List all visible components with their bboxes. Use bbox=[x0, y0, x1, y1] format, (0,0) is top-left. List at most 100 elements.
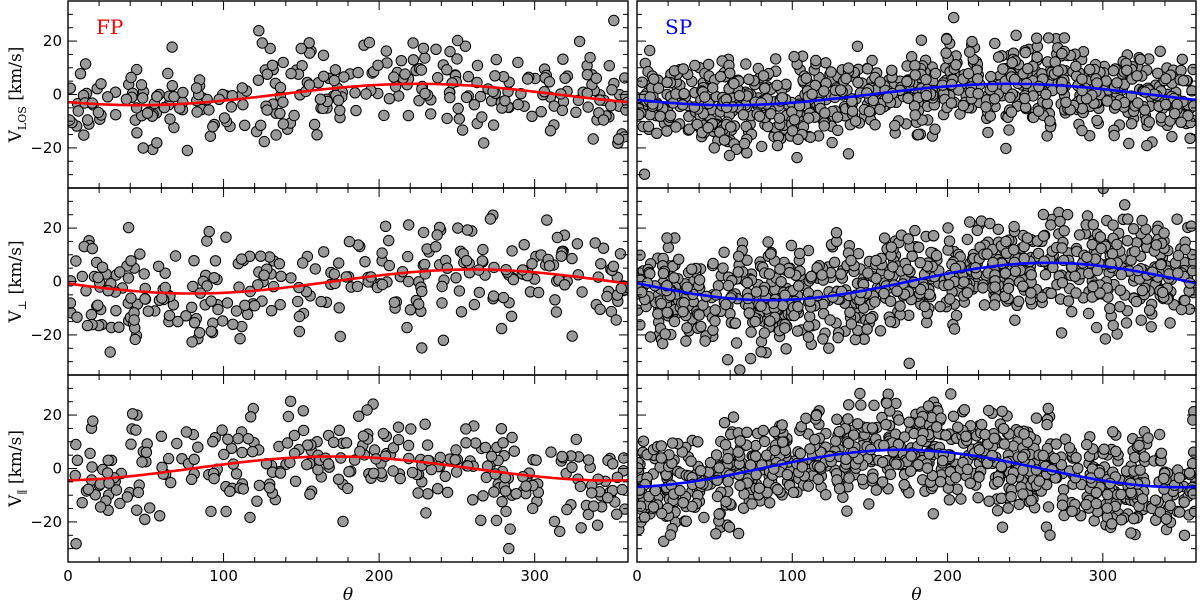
data-point bbox=[1025, 269, 1038, 281]
data-point bbox=[239, 119, 251, 132]
data-point bbox=[403, 219, 415, 231]
data-point bbox=[248, 300, 261, 312]
data-point bbox=[137, 142, 149, 154]
data-point bbox=[637, 286, 648, 298]
data-point bbox=[102, 454, 114, 466]
data-point bbox=[78, 129, 90, 141]
data-point bbox=[603, 59, 615, 72]
data-point bbox=[1175, 116, 1187, 129]
data-point bbox=[732, 250, 745, 262]
data-point bbox=[944, 293, 956, 305]
data-point bbox=[1062, 295, 1075, 307]
data-point bbox=[1016, 451, 1029, 463]
data-point bbox=[94, 501, 107, 513]
data-point bbox=[720, 101, 733, 114]
data-point bbox=[459, 40, 472, 52]
data-point bbox=[1030, 412, 1043, 424]
data-point bbox=[1081, 438, 1093, 451]
data-point bbox=[1080, 498, 1092, 511]
data-point bbox=[332, 94, 345, 107]
data-point bbox=[708, 142, 720, 154]
data-point bbox=[101, 467, 114, 479]
data-point bbox=[554, 525, 566, 538]
data-point bbox=[723, 149, 736, 162]
data-point bbox=[1061, 208, 1074, 221]
data-point bbox=[114, 497, 126, 510]
data-point bbox=[559, 72, 571, 84]
data-point bbox=[394, 472, 406, 485]
data-point bbox=[659, 328, 671, 340]
data-point bbox=[1045, 287, 1057, 299]
data-point bbox=[1058, 32, 1071, 44]
data-point bbox=[71, 311, 83, 323]
data-point bbox=[449, 454, 461, 466]
data-point bbox=[988, 299, 1001, 311]
data-point bbox=[950, 59, 962, 71]
data-point bbox=[831, 413, 843, 425]
data-point bbox=[95, 78, 107, 90]
data-point bbox=[870, 484, 882, 496]
data-point bbox=[950, 471, 962, 484]
data-point bbox=[1129, 451, 1141, 464]
data-point bbox=[964, 46, 976, 58]
data-point bbox=[666, 437, 679, 449]
y-axis-label-row-1: VLOS [km/s] bbox=[6, 47, 29, 144]
data-point bbox=[734, 364, 746, 375]
data-point bbox=[776, 92, 788, 104]
data-point bbox=[878, 232, 891, 244]
data-point bbox=[881, 397, 893, 409]
data-point bbox=[1176, 53, 1189, 65]
data-point bbox=[664, 529, 677, 541]
data-point bbox=[526, 258, 538, 270]
data-point bbox=[1093, 467, 1106, 479]
data-point bbox=[453, 285, 466, 297]
data-point bbox=[1072, 462, 1084, 474]
data-point bbox=[166, 41, 178, 53]
data-point bbox=[92, 106, 105, 119]
data-point bbox=[1017, 488, 1029, 500]
data-point bbox=[582, 454, 595, 466]
data-point bbox=[416, 285, 428, 298]
data-point bbox=[590, 72, 602, 84]
data-point bbox=[452, 222, 464, 234]
data-point bbox=[561, 503, 573, 516]
data-point bbox=[730, 337, 743, 349]
data-point bbox=[804, 310, 816, 323]
data-point bbox=[647, 501, 660, 513]
scatter-points bbox=[637, 11, 1196, 180]
scatter-points bbox=[637, 188, 1196, 375]
data-point bbox=[566, 461, 578, 473]
data-point bbox=[1031, 51, 1043, 63]
data-point bbox=[446, 77, 458, 89]
data-point bbox=[1084, 63, 1096, 76]
data-point bbox=[487, 290, 500, 302]
data-point bbox=[831, 111, 844, 123]
data-point bbox=[1090, 487, 1103, 499]
data-point bbox=[740, 120, 752, 133]
data-point bbox=[295, 42, 307, 55]
data-point bbox=[1025, 494, 1037, 507]
data-point bbox=[543, 76, 556, 88]
data-point bbox=[360, 88, 372, 100]
data-point bbox=[737, 109, 750, 121]
data-point bbox=[1094, 287, 1106, 299]
data-point bbox=[1038, 230, 1050, 242]
data-point bbox=[771, 139, 784, 152]
data-point bbox=[521, 73, 534, 85]
data-point bbox=[720, 298, 732, 311]
data-point bbox=[777, 299, 789, 312]
scatter-points bbox=[69, 395, 628, 555]
data-point bbox=[812, 473, 824, 485]
data-point bbox=[989, 93, 1001, 105]
data-point bbox=[619, 72, 628, 84]
data-point bbox=[263, 482, 276, 494]
data-point bbox=[570, 433, 582, 446]
data-point bbox=[407, 37, 419, 49]
data-point bbox=[1039, 269, 1052, 281]
data-point bbox=[661, 76, 673, 89]
data-point bbox=[72, 105, 85, 117]
data-point bbox=[419, 258, 431, 271]
data-point bbox=[1101, 502, 1113, 514]
data-point bbox=[277, 56, 289, 69]
data-point bbox=[478, 137, 490, 149]
